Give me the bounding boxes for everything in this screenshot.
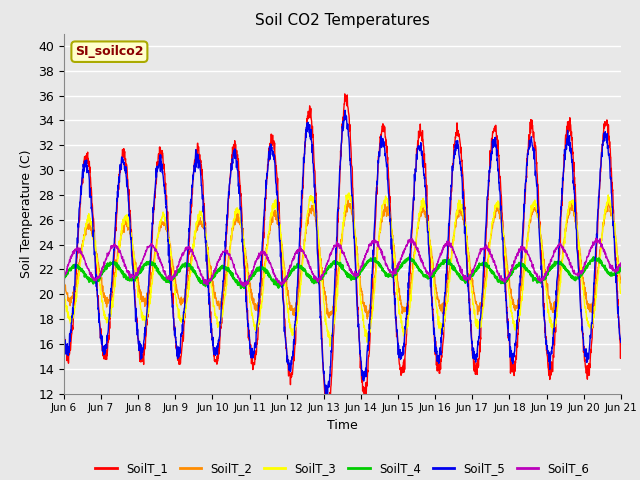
SoilT_6 bbox=[601, 252, 609, 257]
SoilT_1 bbox=[88, 203, 96, 208]
SoilT_3 bbox=[602, 206, 609, 212]
SoilT_2 bbox=[344, 197, 352, 203]
Line: SoilT_5: SoilT_5 bbox=[64, 110, 621, 399]
SoilT_6 bbox=[617, 262, 625, 268]
SoilT_3 bbox=[345, 190, 353, 196]
SoilT_2 bbox=[316, 252, 324, 258]
SoilT_5 bbox=[617, 339, 625, 345]
SoilT_4 bbox=[316, 275, 324, 280]
SoilT_6 bbox=[602, 250, 609, 255]
SoilT_5 bbox=[323, 396, 330, 402]
SoilT_1 bbox=[602, 120, 609, 126]
SoilT_3 bbox=[316, 255, 324, 261]
SoilT_4 bbox=[617, 264, 625, 270]
SoilT_2 bbox=[60, 276, 68, 281]
SoilT_5 bbox=[341, 108, 349, 113]
SoilT_6 bbox=[499, 276, 506, 282]
SoilT_4 bbox=[601, 263, 609, 268]
SoilT_5 bbox=[602, 129, 609, 134]
SoilT_3 bbox=[499, 228, 507, 233]
SoilT_3 bbox=[326, 343, 334, 349]
SoilT_3 bbox=[88, 225, 96, 231]
SoilT_4 bbox=[406, 254, 413, 260]
SoilT_2 bbox=[364, 316, 371, 322]
SoilT_6 bbox=[331, 244, 339, 250]
SoilT_4 bbox=[331, 261, 339, 267]
Y-axis label: Soil Temperature (C): Soil Temperature (C) bbox=[20, 149, 33, 278]
SoilT_4 bbox=[88, 277, 96, 283]
SoilT_4 bbox=[60, 276, 68, 282]
SoilT_1 bbox=[617, 341, 625, 347]
SoilT_3 bbox=[601, 207, 609, 213]
SoilT_1 bbox=[499, 223, 507, 228]
SoilT_2 bbox=[601, 210, 609, 216]
SoilT_2 bbox=[617, 280, 625, 286]
SoilT_5 bbox=[601, 132, 609, 138]
SoilT_3 bbox=[617, 290, 625, 296]
SoilT_2 bbox=[88, 233, 96, 239]
SoilT_5 bbox=[60, 338, 68, 344]
SoilT_2 bbox=[602, 211, 609, 217]
SoilT_5 bbox=[331, 272, 339, 278]
SoilT_6 bbox=[316, 275, 324, 281]
Legend: SoilT_1, SoilT_2, SoilT_3, SoilT_4, SoilT_5, SoilT_6: SoilT_1, SoilT_2, SoilT_3, SoilT_4, Soil… bbox=[91, 457, 594, 480]
SoilT_1 bbox=[331, 294, 339, 300]
SoilT_5 bbox=[88, 215, 96, 220]
Line: SoilT_2: SoilT_2 bbox=[64, 200, 621, 319]
Text: SI_soilco2: SI_soilco2 bbox=[75, 45, 143, 58]
X-axis label: Time: Time bbox=[327, 419, 358, 432]
SoilT_6 bbox=[88, 274, 96, 280]
SoilT_5 bbox=[316, 303, 324, 309]
SoilT_4 bbox=[499, 278, 507, 284]
SoilT_6 bbox=[60, 271, 68, 277]
Line: SoilT_3: SoilT_3 bbox=[64, 193, 621, 346]
SoilT_6 bbox=[592, 235, 600, 241]
SoilT_5 bbox=[499, 239, 507, 245]
SoilT_1 bbox=[324, 406, 332, 412]
SoilT_2 bbox=[331, 294, 339, 300]
SoilT_4 bbox=[237, 285, 244, 291]
SoilT_2 bbox=[499, 231, 507, 237]
Line: SoilT_1: SoilT_1 bbox=[64, 94, 621, 409]
SoilT_1 bbox=[316, 295, 324, 300]
SoilT_1 bbox=[601, 119, 609, 124]
SoilT_6 bbox=[239, 283, 247, 289]
SoilT_3 bbox=[60, 288, 68, 294]
Line: SoilT_4: SoilT_4 bbox=[64, 257, 621, 288]
Line: SoilT_6: SoilT_6 bbox=[64, 238, 621, 286]
SoilT_4 bbox=[602, 267, 609, 273]
Title: Soil CO2 Temperatures: Soil CO2 Temperatures bbox=[255, 13, 430, 28]
SoilT_1 bbox=[60, 335, 68, 341]
SoilT_1 bbox=[341, 91, 349, 97]
SoilT_3 bbox=[331, 312, 339, 318]
